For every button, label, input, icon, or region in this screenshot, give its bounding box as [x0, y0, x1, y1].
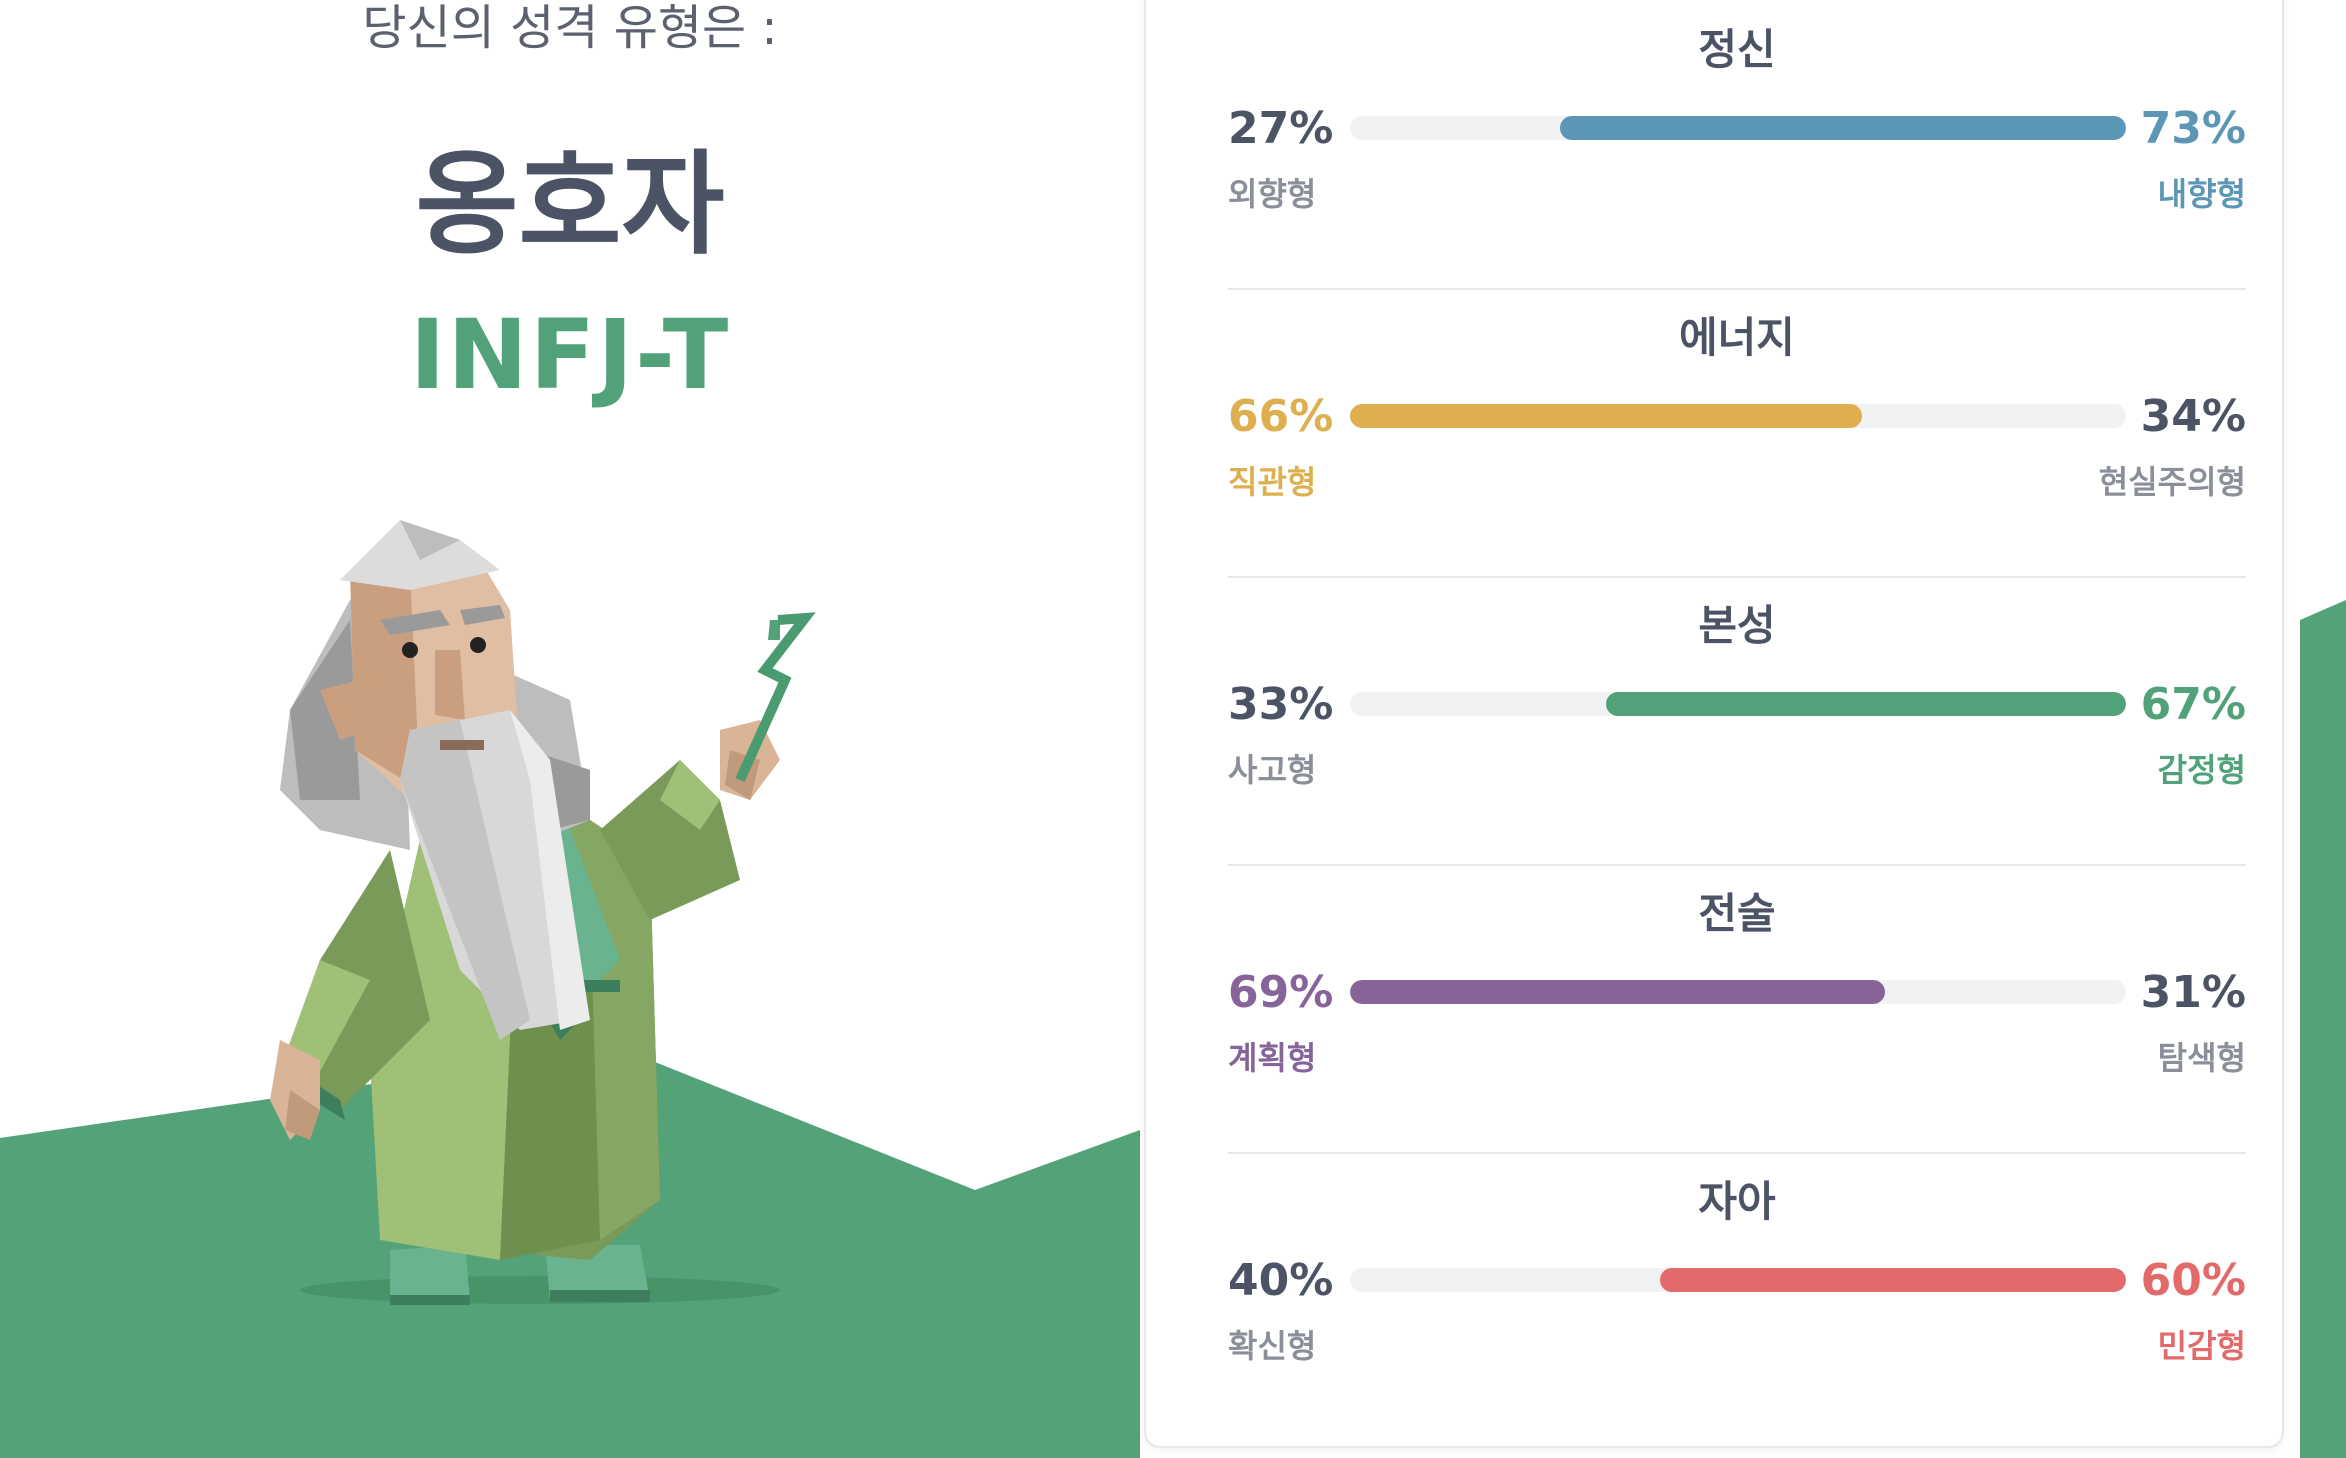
trait-energy: 에너지 66% 34% 직관형 현실주의형: [1228, 290, 2246, 578]
trait-tactics: 전술 69% 31% 계획형 탐색형: [1228, 866, 2246, 1154]
trait-bar-fill: [1350, 980, 1886, 1004]
trait-right-label: 민감형: [2157, 1327, 2246, 1365]
trait-right-label: 내향형: [2157, 175, 2246, 213]
trait-right-label: 감정형: [2157, 751, 2246, 789]
trait-right-label: 탐색형: [2157, 1039, 2246, 1077]
trait-right-percent: 31%: [2140, 967, 2246, 1018]
trait-left-label: 확신형: [1228, 1327, 1317, 1365]
trait-mind: 정신 27% 73% 외향형 내향형: [1228, 2, 2246, 290]
trait-left-label: 직관형: [1228, 463, 1317, 501]
trait-left-percent: 69%: [1228, 967, 1334, 1018]
trait-left-label: 계획형: [1228, 1039, 1317, 1077]
trait-title: 자아: [1698, 1177, 1776, 1226]
trait-title: 정신: [1698, 25, 1776, 74]
trait-left-percent: 66%: [1228, 391, 1334, 442]
trait-divider: [1228, 1152, 2246, 1154]
trait-bar-fill: [1606, 692, 2126, 716]
trait-left-label: 사고형: [1228, 751, 1317, 789]
trait-nature: 본성 33% 67% 사고형 감정형: [1228, 578, 2246, 866]
trait-right-percent: 60%: [2140, 1255, 2246, 1306]
advocate-character-illustration: [270, 520, 816, 1305]
trait-right-percent: 67%: [2140, 679, 2246, 730]
result-intro-text: 당신의 성격 유형은 :: [362, 0, 778, 56]
personality-type-code: INFJ-T: [409, 299, 731, 411]
trait-left-label: 외향형: [1228, 175, 1317, 213]
trait-bar-fill: [1350, 404, 1863, 428]
trait-left-percent: 27%: [1228, 103, 1334, 154]
trait-left-percent: 33%: [1228, 679, 1334, 730]
trait-title: 본성: [1698, 601, 1776, 650]
personality-type-name: 옹호자: [415, 140, 725, 270]
trait-progress-bar: [1350, 404, 2126, 428]
trait-title: 에너지: [1679, 313, 1795, 362]
trait-right-label: 현실주의형: [2098, 463, 2246, 501]
trait-left-percent: 40%: [1228, 1255, 1334, 1306]
trait-divider: [1228, 288, 2246, 290]
trait-bar-fill: [1660, 1268, 2126, 1292]
trait-progress-bar: [1350, 1268, 2126, 1292]
trait-progress-bar: [1350, 980, 2126, 1004]
trait-identity: 자아 40% 60% 확신형 민감형: [1228, 1154, 2246, 1442]
trait-progress-bar: [1350, 116, 2126, 140]
trait-bar-fill: [1559, 116, 2126, 140]
trait-divider: [1228, 576, 2246, 578]
trait-right-percent: 34%: [2140, 391, 2246, 442]
trait-divider: [1228, 864, 2246, 866]
trait-right-percent: 73%: [2140, 103, 2246, 154]
result-summary: 당신의 성격 유형은 : 옹호자 INFJ-T: [0, 0, 1140, 1458]
trait-progress-bar: [1350, 692, 2126, 716]
trait-title: 전술: [1698, 889, 1776, 938]
trait-scores-card: 정신 27% 73% 외향형 내향형 에너지 66% 34% 직관형 현실주의형…: [1144, 0, 2284, 1448]
